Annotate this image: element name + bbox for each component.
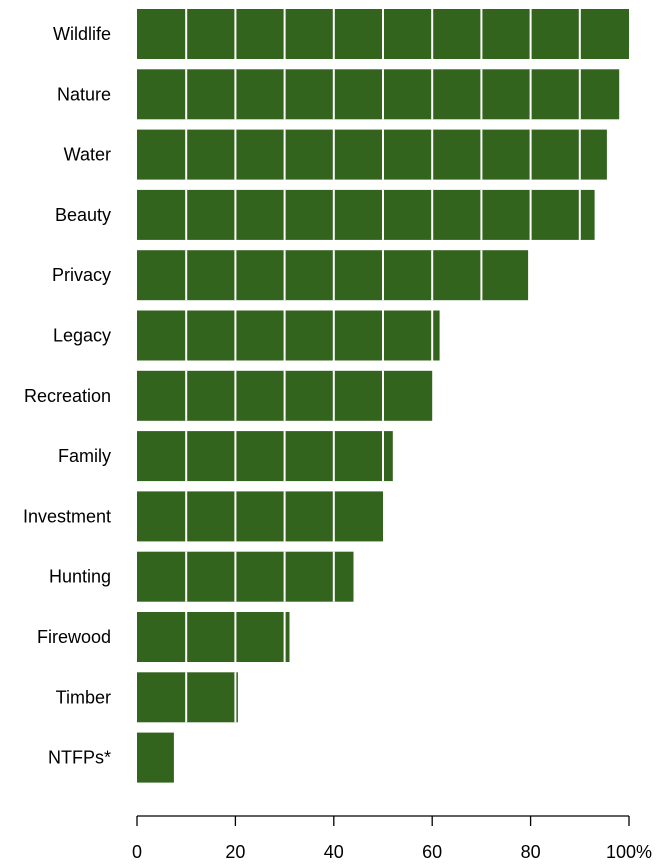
gridlines-group	[185, 9, 581, 723]
category-label: Timber	[56, 687, 111, 707]
x-tick-label: 80	[521, 842, 541, 862]
x-tick-label: 0	[132, 842, 142, 862]
bars-group	[137, 9, 629, 783]
x-tick-label: 100%	[606, 842, 652, 862]
bar-beauty	[137, 189, 595, 240]
category-label: Recreation	[24, 386, 111, 406]
category-label: Investment	[23, 506, 111, 526]
x-tick-label: 20	[225, 842, 245, 862]
category-label: Privacy	[52, 265, 111, 285]
bar-water	[137, 129, 607, 180]
category-label: Legacy	[53, 326, 111, 346]
category-label: NTFPs*	[48, 748, 111, 768]
bar-ntfps	[137, 732, 174, 783]
bar-timber	[137, 672, 238, 723]
category-labels: Wildlife Nature Water Beauty Privacy Legacy Re…	[23, 24, 111, 768]
category-label: Firewood	[37, 627, 111, 647]
bar-nature	[137, 69, 620, 120]
bar-investment	[137, 491, 383, 542]
bar-hunting	[137, 551, 354, 602]
bar-privacy	[137, 250, 529, 301]
x-tick-label: 60	[422, 842, 442, 862]
bar-legacy	[137, 310, 440, 361]
category-label: Hunting	[49, 567, 111, 587]
bar-firewood	[137, 612, 290, 662]
category-label: Nature	[57, 84, 111, 104]
x-tick-label: 40	[324, 842, 344, 862]
category-label: Water	[64, 145, 111, 165]
category-label: Wildlife	[53, 24, 111, 44]
bar-family	[137, 431, 393, 482]
category-label: Family	[58, 446, 111, 466]
x-axis: 0 20 40 60 80 100%	[132, 815, 652, 862]
category-label: Beauty	[55, 205, 111, 225]
